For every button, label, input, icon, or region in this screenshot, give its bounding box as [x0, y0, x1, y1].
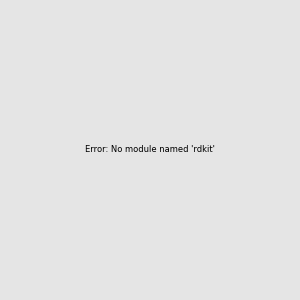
Text: Error: No module named 'rdkit': Error: No module named 'rdkit' — [85, 146, 215, 154]
